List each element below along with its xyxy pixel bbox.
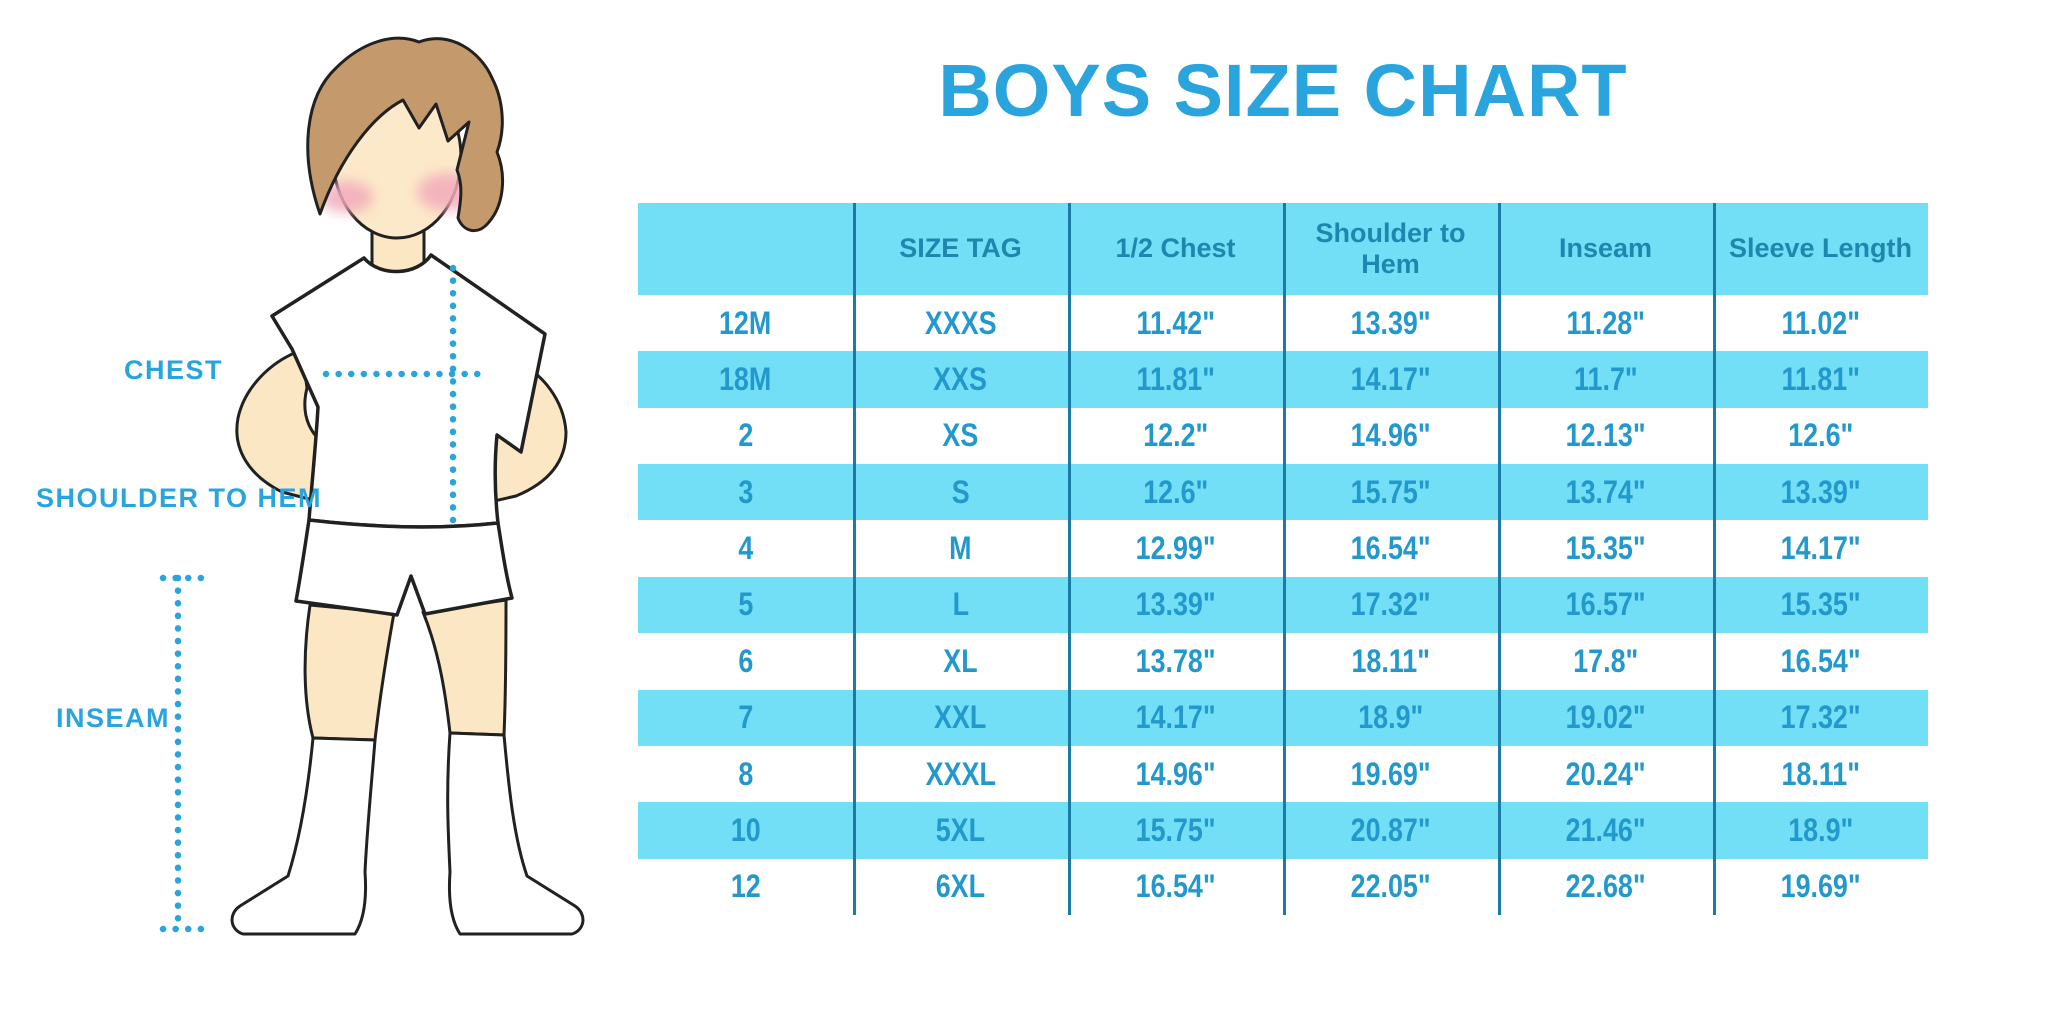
column-divider — [1283, 203, 1286, 915]
table-cell: 8 — [738, 755, 753, 792]
table-cell: 13.39" — [1350, 304, 1431, 341]
table-cell: 14.96" — [1135, 755, 1216, 792]
table-cell: 3 — [738, 473, 753, 510]
table-cell: 5 — [738, 586, 753, 623]
table-cell: 11.02" — [1781, 304, 1860, 341]
table-cell: 22.05" — [1350, 868, 1431, 905]
table-cell: 13.39" — [1780, 473, 1861, 510]
table-cell: 14.17" — [1350, 361, 1431, 398]
table-row: 4 M 12.99" 16.54" 15.35" 14.17" — [638, 520, 1928, 576]
table-cell: 12.6" — [1787, 417, 1854, 454]
table-cell: 18.11" — [1781, 755, 1860, 792]
table-cell: 11.81" — [1781, 361, 1860, 398]
table-cell: 13.74" — [1565, 473, 1646, 510]
left-leg — [303, 603, 396, 742]
table-cell: 17.32" — [1780, 699, 1861, 736]
table-cell: 16.57" — [1565, 586, 1646, 623]
table-cell: L — [952, 586, 969, 623]
table-cell: XXXS — [924, 304, 997, 341]
table-cell: 20.87" — [1350, 811, 1431, 848]
table-cell: 15.75" — [1350, 473, 1431, 510]
table-cell: XXS — [933, 361, 988, 398]
table-row: 12 6XL 16.54" 22.05" 22.68" 19.69" — [638, 859, 1928, 915]
table-cell: 19.69" — [1780, 868, 1861, 905]
table-cell: 14.17" — [1135, 699, 1216, 736]
table-cell: XXXL — [925, 755, 996, 792]
table-cell: 11.28" — [1566, 304, 1645, 341]
table-cell: 4 — [738, 530, 753, 567]
header-cell — [638, 203, 853, 295]
header-cell: 1/2 Chest — [1115, 233, 1236, 264]
table-cell: 11.81" — [1136, 361, 1215, 398]
table-cell: 2 — [738, 417, 753, 454]
table-cell: 18.9" — [1787, 811, 1854, 848]
column-divider — [853, 203, 856, 915]
table-cell: 15.75" — [1135, 811, 1216, 848]
table-cell: 17.8" — [1572, 642, 1639, 679]
table-cell: 12.13" — [1565, 417, 1646, 454]
table-cell: 15.35" — [1780, 586, 1861, 623]
header-cell: Inseam — [1558, 233, 1653, 264]
table-cell: 14.17" — [1780, 530, 1861, 567]
table-cell: 18.11" — [1351, 642, 1430, 679]
table-cell: 5XL — [935, 811, 986, 848]
table-cell: XXL — [934, 699, 987, 736]
right-leg — [421, 598, 508, 737]
table-cell: 14.96" — [1350, 417, 1431, 454]
size-table: SIZE TAG 1/2 Chest Shoulder to Hem Inseam Sl… — [638, 203, 1928, 915]
header-cell: Shoulder to Hem — [1315, 217, 1466, 279]
table-cell: 11.42" — [1136, 304, 1215, 341]
chest-label: CHEST — [124, 355, 224, 385]
header-cell: SIZE TAG — [899, 233, 1022, 264]
table-cell: 18.9" — [1357, 699, 1424, 736]
table-row: 6 XL 13.78" 18.11" 17.8" 16.54" — [638, 633, 1928, 689]
table-cell: 17.32" — [1350, 586, 1431, 623]
hair — [306, 36, 504, 232]
table-cell: 12.2" — [1142, 417, 1209, 454]
table-cell: 11.7" — [1573, 361, 1638, 398]
table-row: 12M XXXS 11.42" 13.39" 11.28" 11.02" — [638, 295, 1928, 351]
table-cell: 6XL — [935, 868, 986, 905]
table-cell: 12.99" — [1135, 530, 1216, 567]
table-cell: 10 — [730, 811, 761, 848]
table-cell: 16.54" — [1135, 868, 1216, 905]
table-cell: S — [951, 473, 970, 510]
table-cell: XS — [942, 417, 979, 454]
table-cell: 22.68" — [1565, 868, 1646, 905]
shoulder-to-hem-label: SHOULDER TO HEM — [36, 483, 323, 513]
table-cell: XL — [943, 642, 978, 679]
table-cell: M — [949, 530, 972, 567]
boy-measurement-illustration — [159, 36, 585, 936]
table-cell: 16.54" — [1350, 530, 1431, 567]
table-cell: 6 — [738, 642, 753, 679]
right-sock — [446, 731, 585, 936]
table-cell: 15.35" — [1565, 530, 1646, 567]
left-arm — [235, 348, 338, 507]
column-divider — [1068, 203, 1071, 915]
shorts — [294, 518, 514, 617]
table-cell: 18M — [719, 361, 772, 398]
inseam-label: INSEAM — [56, 703, 171, 733]
column-divider — [1498, 203, 1501, 915]
column-divider — [1713, 203, 1716, 915]
table-row: 8 XXXL 14.96" 19.69" 20.24" 18.11" — [638, 746, 1928, 802]
blush-left — [321, 181, 373, 213]
table-cell: 12 — [730, 868, 761, 905]
table-cell: 21.46" — [1565, 811, 1646, 848]
table-cell: 13.39" — [1135, 586, 1216, 623]
header-cell: Sleeve Length — [1728, 233, 1913, 264]
table-cell: 7 — [738, 699, 753, 736]
left-sock — [230, 736, 377, 936]
page-title: BOYS SIZE CHART — [938, 49, 1628, 132]
table-cell: 12.6" — [1142, 473, 1209, 510]
table-cell: 16.54" — [1780, 642, 1861, 679]
table-cell: 12M — [719, 304, 772, 341]
table-cell: 13.78" — [1135, 642, 1216, 679]
table-cell: 19.69" — [1350, 755, 1431, 792]
table-cell: 19.02" — [1565, 699, 1646, 736]
table-row: 2 XS 12.2" 14.96" 12.13" 12.6" — [638, 408, 1928, 464]
table-cell: 20.24" — [1565, 755, 1646, 792]
